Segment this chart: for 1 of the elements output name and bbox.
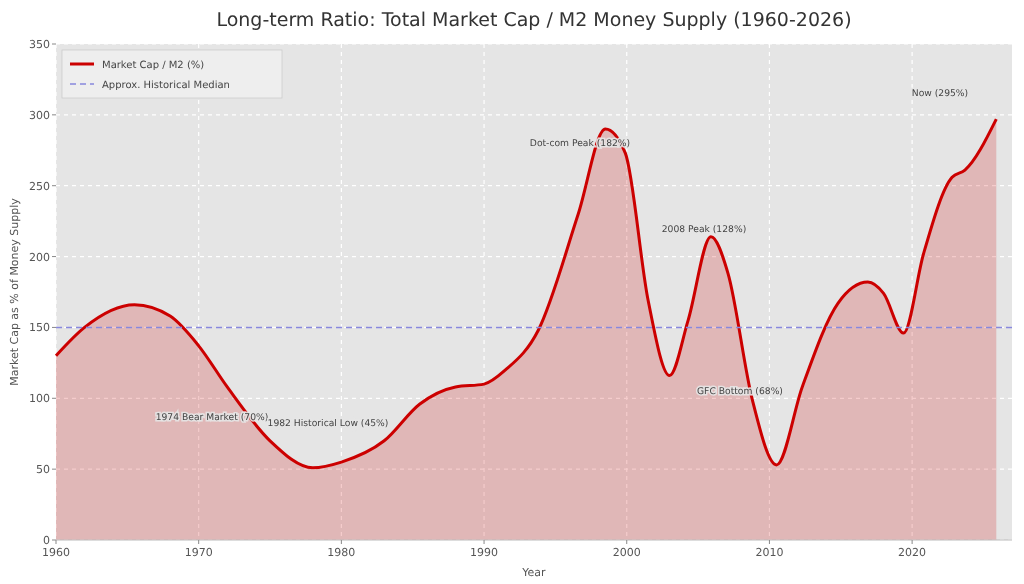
chart-title: Long-term Ratio: Total Market Cap / M2 Money Supply (1960-2026) [216,10,852,32]
